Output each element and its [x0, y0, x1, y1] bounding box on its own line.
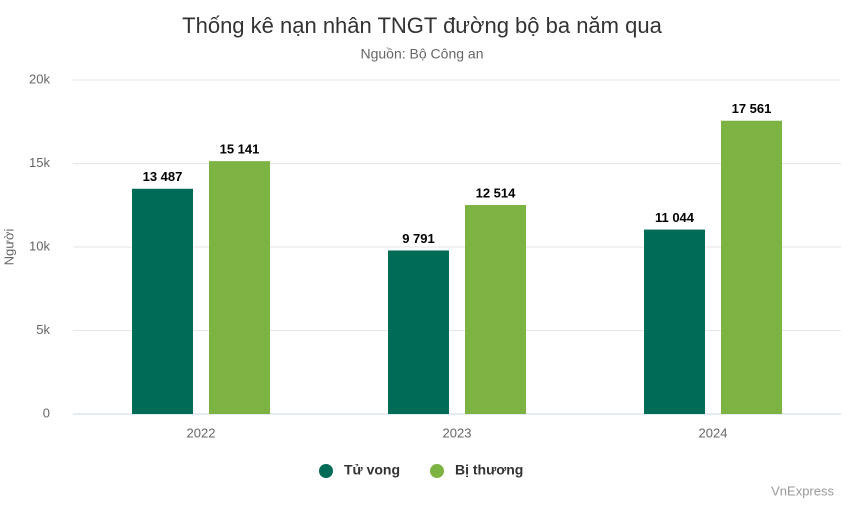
data-label: 9 791	[402, 231, 435, 246]
bar	[644, 229, 705, 414]
y-tick-label: 5k	[36, 322, 50, 337]
data-label: 17 561	[732, 101, 772, 116]
x-tick-label: 2022	[187, 425, 216, 440]
y-axis-label: Người	[1, 229, 16, 266]
credits: VnExpress	[771, 483, 834, 498]
legend-label[interactable]: Bị thương	[455, 462, 523, 478]
data-label: 13 487	[143, 169, 183, 184]
bar	[132, 188, 193, 414]
y-tick-label: 10k	[29, 238, 50, 253]
x-tick-label: 2023	[443, 425, 472, 440]
chart-subtitle: Nguồn: Bộ Công an	[361, 46, 484, 62]
chart-title: Thống kê nạn nhân TNGT đường bộ ba năm q…	[182, 13, 662, 38]
y-tick-label: 20k	[29, 71, 50, 86]
data-label: 12 514	[476, 185, 517, 200]
bar	[388, 250, 449, 414]
bar	[721, 120, 782, 415]
legend-marker[interactable]	[319, 464, 333, 478]
legend-label[interactable]: Tử vong	[344, 462, 400, 478]
bar	[209, 161, 270, 414]
y-tick-label: 15k	[29, 155, 50, 170]
x-tick-label: 2024	[699, 425, 728, 440]
data-label: 11 044	[655, 210, 695, 225]
data-label: 15 141	[220, 142, 260, 157]
y-tick-label: 0	[43, 405, 50, 420]
bar	[465, 205, 526, 414]
legend-marker[interactable]	[430, 464, 444, 478]
